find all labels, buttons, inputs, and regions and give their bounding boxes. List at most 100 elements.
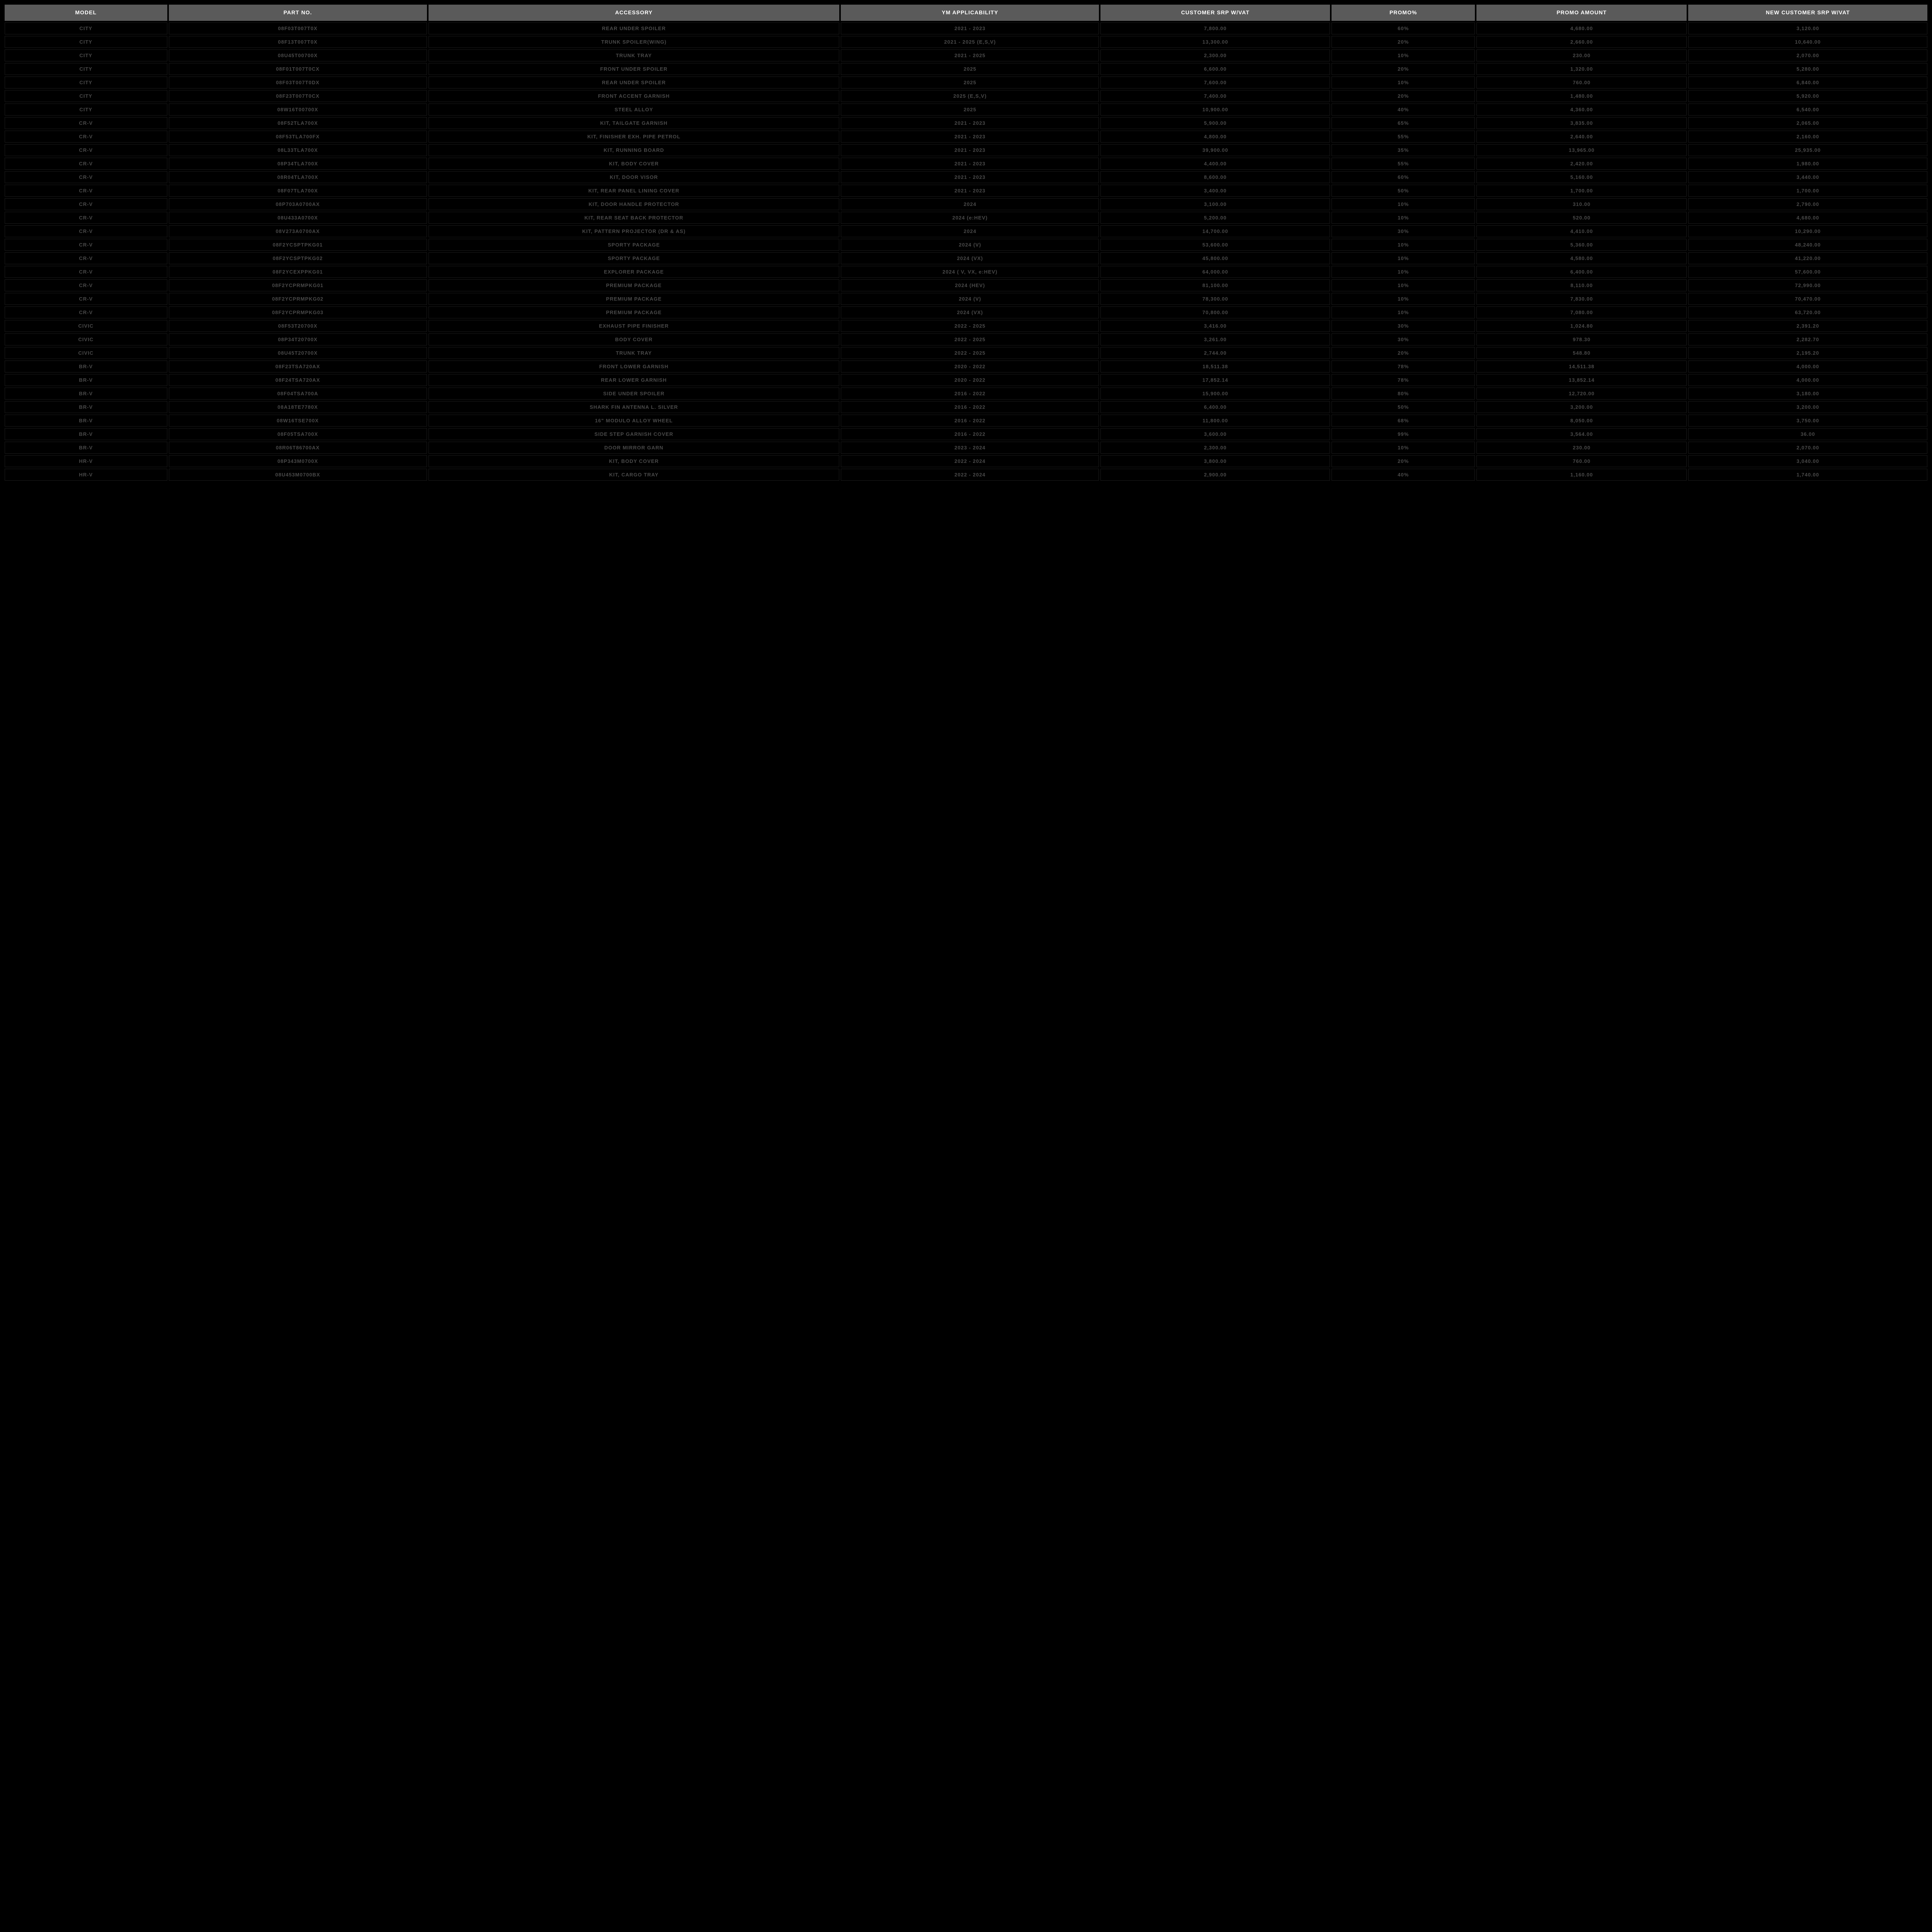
table-cell: 310.00	[1476, 198, 1687, 210]
table-cell: 08F24TSA720AX	[169, 374, 427, 386]
table-cell: 35%	[1332, 144, 1475, 156]
table-cell: 2022 - 2024	[841, 469, 1099, 481]
col-header-accessory: ACCESSORY	[429, 5, 840, 21]
table-cell: 2020 - 2022	[841, 374, 1099, 386]
table-cell: 08F2YCSPTPKG02	[169, 252, 427, 264]
table-cell: 08U453M0700BX	[169, 469, 427, 481]
table-cell: CR-V	[5, 266, 167, 278]
table-cell: 2021 - 2023	[841, 158, 1099, 170]
table-cell: 08F03T007T0DX	[169, 77, 427, 88]
table-cell: 10,290.00	[1688, 225, 1927, 237]
table-row: BR-V08F04TSA700ASIDE UNDER SPOILER2016 -…	[5, 388, 1927, 400]
table-cell: DOOR MIRROR GARN	[429, 442, 840, 454]
table-row: BR-V08R06T86700AXDOOR MIRROR GARN2023 - …	[5, 442, 1927, 454]
table-body: CITY08F03T007T0XREAR UNDER SPOILER2021 -…	[5, 22, 1927, 481]
header-row: MODEL PART NO. ACCESSORY YM APPLICABILIT…	[5, 5, 1927, 21]
table-cell: 7,800.00	[1100, 22, 1330, 34]
table-cell: 5,920.00	[1688, 90, 1927, 102]
table-cell: 2022 - 2025	[841, 333, 1099, 345]
table-cell: 12,720.00	[1476, 388, 1687, 400]
table-cell: 2,640.00	[1476, 131, 1687, 143]
table-row: BR-V08A18TE7780XSHARK FIN ANTENNA L. SIL…	[5, 401, 1927, 413]
table-cell: 10%	[1332, 77, 1475, 88]
table-cell: 2024 (V)	[841, 293, 1099, 305]
table-cell: 55%	[1332, 158, 1475, 170]
table-cell: 2021 - 2023	[841, 185, 1099, 197]
table-cell: 18,511.38	[1100, 361, 1330, 372]
table-cell: 2016 - 2022	[841, 401, 1099, 413]
table-row: CR-V08F2YCSPTPKG02SPORTY PACKAGE2024 (VX…	[5, 252, 1927, 264]
table-cell: 30%	[1332, 320, 1475, 332]
table-cell: 3,120.00	[1688, 22, 1927, 34]
table-row: CITY08F03T007T0XREAR UNDER SPOILER2021 -…	[5, 22, 1927, 34]
table-cell: 2,420.00	[1476, 158, 1687, 170]
table-cell: 08F07TLA700X	[169, 185, 427, 197]
table-cell: FRONT ACCENT GARNISH	[429, 90, 840, 102]
table-cell: 2,195.20	[1688, 347, 1927, 359]
table-cell: CITY	[5, 22, 167, 34]
table-cell: 08F05TSA700X	[169, 428, 427, 440]
table-cell: 10%	[1332, 252, 1475, 264]
table-cell: 3,180.00	[1688, 388, 1927, 400]
table-row: CITY08F03T007T0DXREAR UNDER SPOILER20257…	[5, 77, 1927, 88]
table-cell: 81,100.00	[1100, 279, 1330, 291]
table-cell: 10%	[1332, 239, 1475, 251]
table-cell: BR-V	[5, 374, 167, 386]
table-cell: 63,720.00	[1688, 306, 1927, 318]
table-cell: 78,300.00	[1100, 293, 1330, 305]
table-cell: 230.00	[1476, 442, 1687, 454]
table-cell: 08A18TE7780X	[169, 401, 427, 413]
table-cell: 08F2YCPRMPKG01	[169, 279, 427, 291]
table-cell: 2021 - 2023	[841, 144, 1099, 156]
table-cell: 548.80	[1476, 347, 1687, 359]
table-cell: 1,160.00	[1476, 469, 1687, 481]
table-cell: KIT, RUNNING BOARD	[429, 144, 840, 156]
table-cell: 08R04TLA700X	[169, 171, 427, 183]
table-cell: 2,160.00	[1688, 131, 1927, 143]
table-cell: 1,740.00	[1688, 469, 1927, 481]
col-header-srp: CUSTOMER SRP W/VAT	[1100, 5, 1330, 21]
table-cell: 57,600.00	[1688, 266, 1927, 278]
table-cell: 08U45T00700X	[169, 49, 427, 61]
table-row: BR-V08F24TSA720AXREAR LOWER GARNISH2020 …	[5, 374, 1927, 386]
table-cell: 13,852.14	[1476, 374, 1687, 386]
table-cell: 2020 - 2022	[841, 361, 1099, 372]
table-cell: 2,282.70	[1688, 333, 1927, 345]
table-cell: 4,410.00	[1476, 225, 1687, 237]
table-cell: 08P34T20700X	[169, 333, 427, 345]
table-cell: CR-V	[5, 306, 167, 318]
table-cell: CITY	[5, 36, 167, 48]
table-cell: 4,580.00	[1476, 252, 1687, 264]
table-cell: 08F2YCEXPPKG01	[169, 266, 427, 278]
table-cell: 08F2YCSPTPKG01	[169, 239, 427, 251]
table-cell: 25,935.00	[1688, 144, 1927, 156]
table-cell: 3,261.00	[1100, 333, 1330, 345]
table-cell: 10%	[1332, 212, 1475, 224]
table-cell: 3,200.00	[1688, 401, 1927, 413]
table-cell: 20%	[1332, 90, 1475, 102]
table-cell: 08F13T007T0X	[169, 36, 427, 48]
table-cell: KIT, FINISHER EXH. PIPE PETROL	[429, 131, 840, 143]
table-cell: 08F52TLA700X	[169, 117, 427, 129]
table-cell: 7,400.00	[1100, 90, 1330, 102]
table-cell: 50%	[1332, 401, 1475, 413]
table-cell: 5,280.00	[1688, 63, 1927, 75]
table-cell: 2,660.00	[1476, 36, 1687, 48]
table-cell: 2,070.00	[1688, 49, 1927, 61]
table-row: CITY08U45T00700XTRUNK TRAY2021 - 20252,3…	[5, 49, 1927, 61]
table-cell: 20%	[1332, 455, 1475, 467]
table-cell: 8,600.00	[1100, 171, 1330, 183]
table-cell: 78%	[1332, 374, 1475, 386]
table-cell: 2025	[841, 104, 1099, 116]
table-cell: 5,160.00	[1476, 171, 1687, 183]
table-row: CITY08F13T007T0XTRUNK SPOILER(WING)2021 …	[5, 36, 1927, 48]
table-row: CR-V08P34TLA700XKIT, BODY COVER2021 - 20…	[5, 158, 1927, 170]
table-cell: KIT, CARGO TRAY	[429, 469, 840, 481]
table-cell: CR-V	[5, 158, 167, 170]
table-cell: 2021 - 2023	[841, 131, 1099, 143]
table-cell: CR-V	[5, 185, 167, 197]
table-cell: 2021 - 2023	[841, 171, 1099, 183]
table-cell: 13,300.00	[1100, 36, 1330, 48]
table-cell: 6,840.00	[1688, 77, 1927, 88]
table-row: CR-V08F53TLA700FXKIT, FINISHER EXH. PIPE…	[5, 131, 1927, 143]
